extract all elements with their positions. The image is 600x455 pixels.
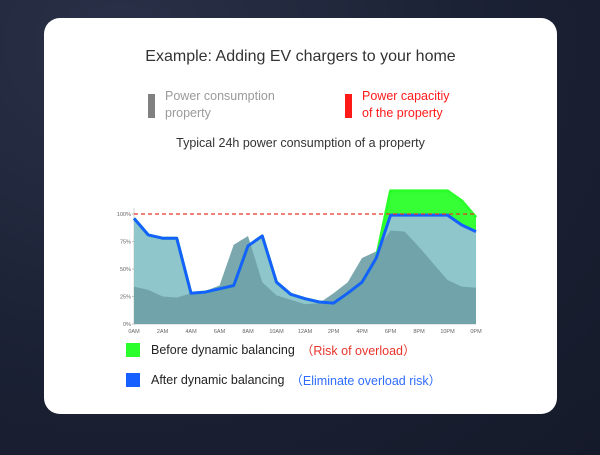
series-consumption-area [134, 230, 476, 324]
after-swatch [126, 372, 140, 387]
x-tick-label: 10PM [440, 329, 455, 335]
x-tick-label: 4AM [185, 329, 197, 335]
chart-subtitle: Typical 24h power consumption of a prope… [176, 136, 425, 150]
x-tick-label: 10AM [269, 329, 284, 335]
x-tick-label: 12AM [298, 329, 313, 335]
legend-consumption: Power consumption property [148, 88, 275, 122]
x-tick-label: 0PM [470, 329, 482, 335]
x-tick-label: 8AM [242, 329, 254, 335]
x-tick-label: 4PM [356, 329, 368, 335]
x-tick-label: 0AM [128, 329, 140, 335]
y-tick-label: 75% [120, 240, 131, 246]
legend-before-note: （Risk of overload） [300, 344, 416, 358]
area-chart: 0% 25% 50% 75% 100% 0AM 2AM 4AM 6AM 8AM 10AM 12AM 2P… [117, 189, 482, 335]
x-tick-label: 8PM [413, 329, 425, 335]
capacity-swatch [345, 94, 352, 118]
legend-after: After dynamic balancing （Eliminate overl… [126, 370, 441, 389]
legend-before-label: Before dynamic balancing [151, 342, 295, 357]
legend-capacity: Power capacitiy of the property [345, 88, 450, 122]
legend-consumption-label: Power consumption property [165, 89, 275, 120]
legend-after-note: （Eliminate overload risk） [290, 374, 442, 388]
y-tick-label: 50% [120, 267, 131, 273]
legend-capacity-label: Power capacitiy of the property [362, 89, 450, 120]
y-tick-label: 25% [120, 295, 131, 301]
x-tick-label: 2AM [157, 329, 169, 335]
chart-title: Example: Adding EV chargers to your home [145, 48, 456, 65]
x-tick-label: 6AM [214, 329, 226, 335]
chart-card: Example: Adding EV chargers to your home… [44, 18, 557, 414]
x-tick-label: 6PM [385, 329, 397, 335]
before-swatch [126, 342, 140, 357]
series-after-line [132, 213, 477, 305]
y-tick-label: 0% [123, 322, 131, 328]
legend-before: Before dynamic balancing （Risk of overlo… [126, 340, 415, 359]
legend-after-label: After dynamic balancing [151, 372, 285, 387]
y-tick-label: 100% [117, 212, 131, 218]
consumption-swatch [148, 94, 155, 118]
x-tick-label: 2PM [328, 329, 340, 335]
